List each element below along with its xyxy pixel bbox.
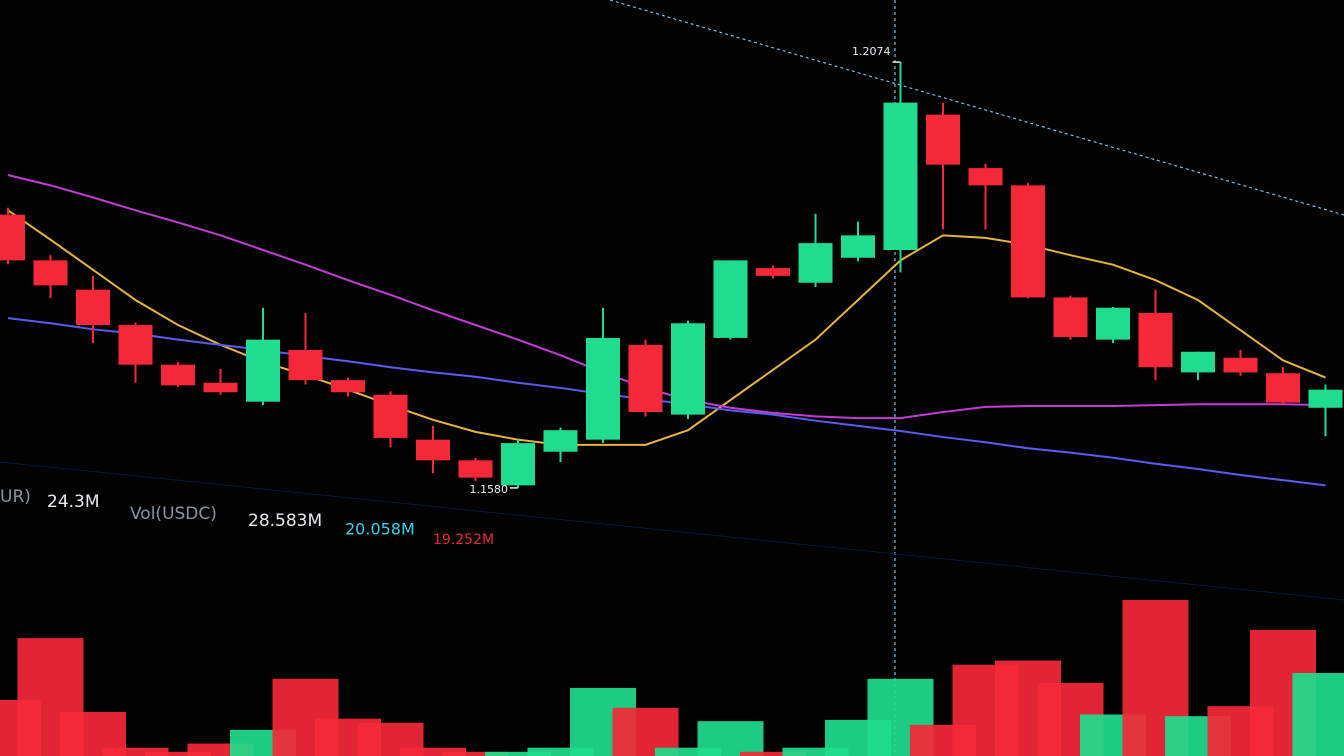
candle-body bbox=[0, 214, 25, 261]
annotation-label: 1.1580 bbox=[470, 483, 509, 496]
candle-body bbox=[926, 114, 960, 165]
candle-body bbox=[883, 102, 918, 250]
crosshair-trendline bbox=[609, 0, 1344, 216]
candle-body bbox=[586, 337, 620, 440]
legend-text: 20.058M bbox=[345, 520, 415, 539]
candle-body bbox=[1181, 351, 1215, 373]
candle-body bbox=[713, 260, 748, 338]
candle-body bbox=[1096, 307, 1130, 340]
volume-bar bbox=[1292, 673, 1344, 756]
volume-bar bbox=[145, 751, 211, 756]
legend-text: 24.3M bbox=[47, 492, 100, 512]
candle-body bbox=[33, 260, 68, 286]
candle-body bbox=[798, 243, 833, 283]
candle-body bbox=[288, 350, 323, 381]
candle-body bbox=[1053, 297, 1088, 338]
price-pane: 1.2074 1.1580 bbox=[0, 45, 1343, 496]
volume-bar bbox=[442, 751, 509, 756]
candle-body bbox=[246, 339, 280, 402]
volume-bar bbox=[655, 747, 721, 756]
volume-bar bbox=[527, 747, 594, 756]
legend-text: UR) bbox=[0, 487, 31, 507]
candle-body bbox=[1308, 389, 1343, 408]
volume-bar bbox=[697, 721, 764, 756]
candle-body bbox=[1266, 373, 1300, 403]
candle-body bbox=[756, 268, 790, 276]
candle-body bbox=[628, 344, 663, 413]
candle-body bbox=[118, 325, 153, 365]
volume-bar bbox=[400, 747, 466, 756]
annotation-label: 1.2074 bbox=[852, 45, 891, 58]
candle-body bbox=[1223, 357, 1258, 373]
volume-bar bbox=[740, 751, 806, 756]
candle-body bbox=[458, 460, 493, 478]
candle-body bbox=[373, 394, 408, 438]
pane-divider bbox=[0, 461, 1344, 601]
volume-bar bbox=[485, 751, 551, 756]
legend-text: Vol(USDC) bbox=[130, 504, 217, 524]
moving-average bbox=[7, 317, 1326, 487]
candle-body bbox=[543, 430, 578, 452]
candle-body bbox=[1011, 185, 1045, 298]
candle-body bbox=[161, 364, 195, 386]
candle-body bbox=[841, 235, 875, 258]
volume-pane bbox=[0, 599, 1344, 756]
volume-legend: UR) 24.3M Vol(USDC) 28.583M 20.058M 19.252M bbox=[0, 487, 494, 548]
moving-average bbox=[7, 174, 1326, 420]
candle-body bbox=[501, 443, 535, 486]
volume-bar bbox=[782, 747, 849, 756]
legend-text: 19.252M bbox=[433, 532, 494, 548]
candle-body bbox=[968, 168, 1003, 186]
candle-body bbox=[1138, 312, 1173, 368]
moving-average bbox=[7, 209, 1326, 446]
candle-body bbox=[76, 289, 110, 325]
candle-body bbox=[203, 382, 238, 393]
volume-bar bbox=[102, 747, 169, 756]
candle-body bbox=[331, 380, 365, 393]
candle-body bbox=[416, 439, 450, 461]
candle-body bbox=[671, 323, 705, 415]
legend-text: 28.583M bbox=[248, 511, 322, 531]
